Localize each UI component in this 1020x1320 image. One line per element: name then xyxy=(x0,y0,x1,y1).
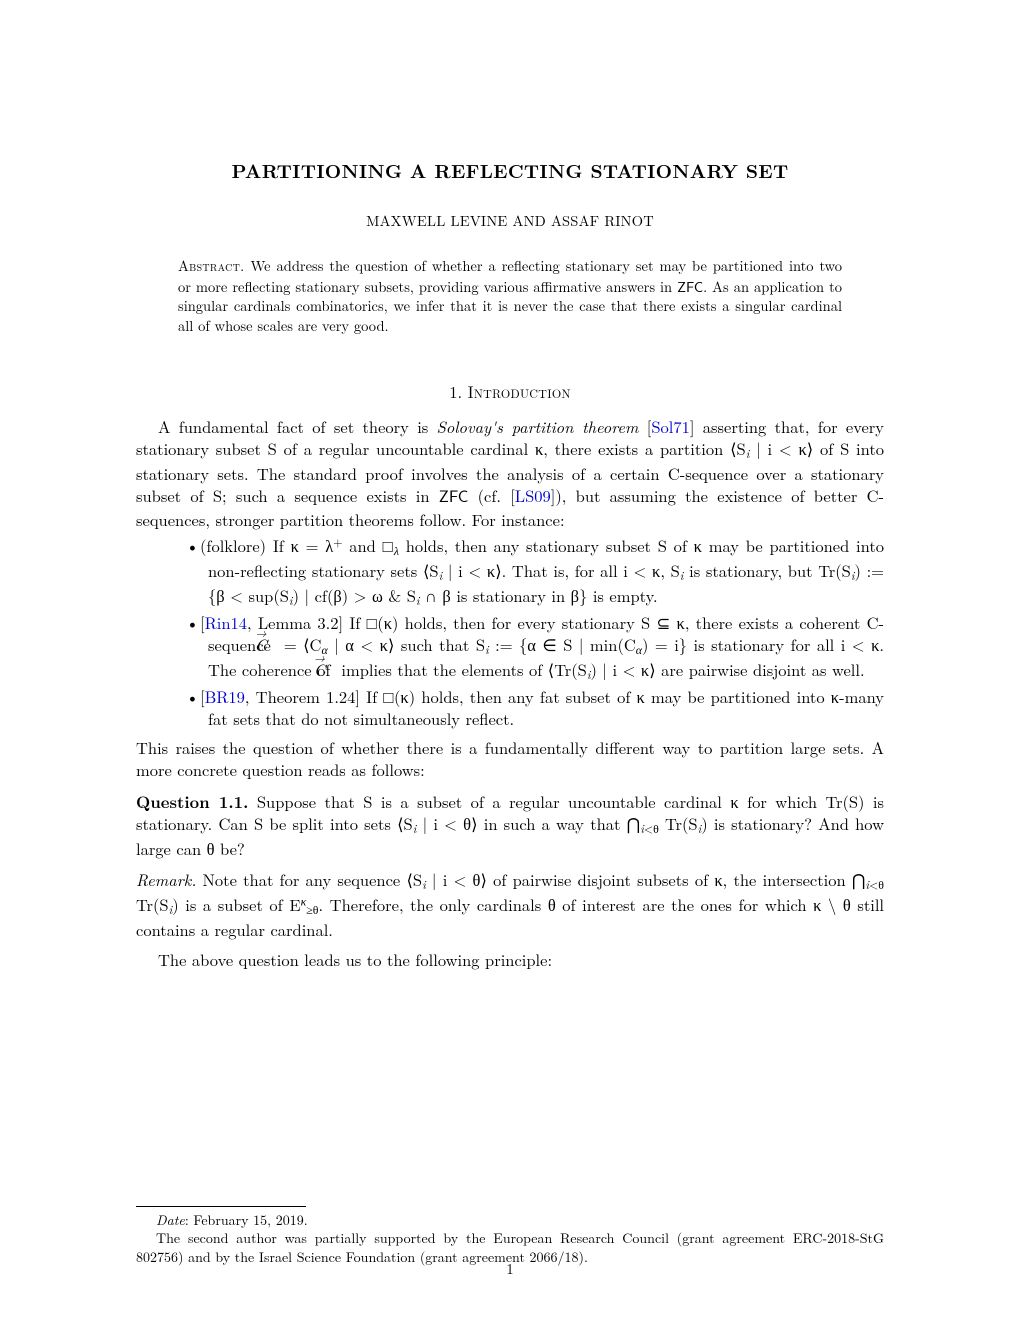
b3-afterref: , Theorem 1.24] If □(κ) holds, then any … xyxy=(208,684,884,730)
b1-cont2: is stationary, but Tr(S xyxy=(683,558,850,582)
remark-text-4: ) is a subset of E xyxy=(172,892,300,916)
question-text-3: Tr(S xyxy=(659,811,698,835)
b1-trdef3: ∩ β is stationary in β} is empty. xyxy=(420,583,658,607)
b2-cont5: ) | i < κ⟩ are pairwise disjoint as well… xyxy=(591,657,865,681)
intro-zfc: ZFC xyxy=(439,484,469,508)
remark-block: Remark. Note that for any sequence ⟨Si |… xyxy=(136,868,884,940)
bullet-3: •[BR19, Theorem 1.24] If □(κ) holds, the… xyxy=(136,685,884,730)
b1-prefix: (folklore) If κ = λ xyxy=(200,533,333,557)
r-sub-ge-theta: ≥θ xyxy=(306,902,318,918)
q-sub-intersect: i<θ xyxy=(640,821,659,837)
b2-cont4: implies that the elements of ⟨Tr(S xyxy=(336,657,587,681)
b1-cont: | i < κ⟩. That is, for all i < κ, S xyxy=(442,558,680,582)
b1-trdef2: ) | cf(β) > ω & S xyxy=(293,583,416,607)
question-block: Question 1.1. Suppose that S is a subset… xyxy=(136,790,884,860)
page: PARTITIONING A REFLECTING STATIONARY SET… xyxy=(0,0,1020,1320)
bullet-list: •(folklore) If κ = λ+ and □λ holds, then… xyxy=(136,534,884,730)
intro-prefix: A fundamental fact of set theory is xyxy=(158,414,437,438)
cite-ls09: LS09 xyxy=(515,483,551,507)
r-sub-intersect: i<θ xyxy=(865,877,884,893)
remark-text-3: Tr(S xyxy=(136,892,169,916)
cite-sol71: Sol71 xyxy=(651,414,690,438)
footnote-rule xyxy=(136,1206,306,1207)
cite-rin14: Rin14 xyxy=(205,610,247,634)
remark-text-1: Note that for any sequence ⟨S xyxy=(196,867,422,891)
bullet-1: •(folklore) If κ = λ+ and □λ holds, then… xyxy=(136,534,884,609)
after-bullets-paragraph: This raises the question of whether ther… xyxy=(136,736,884,781)
question-label: Question 1.1. xyxy=(136,789,248,813)
footnote-date: Date: February 15, 2019. xyxy=(136,1211,884,1229)
bullet-icon: • xyxy=(186,534,200,556)
bullet-icon: • xyxy=(186,611,200,633)
intro-cf: (cf. xyxy=(468,483,510,507)
b2-cont2: := {α ∈ S | min(C xyxy=(489,632,636,656)
question-text-2: | i < θ⟩ in such a way that ⋂ xyxy=(416,811,640,835)
cite-br19: BR19 xyxy=(205,684,245,708)
bullet-2: •[Rin14, Lemma 3.2] If □(κ) holds, then … xyxy=(136,611,884,683)
paper-authors: MAXWELL LEVINE AND ASSAF RINOT xyxy=(136,212,884,232)
paper-title: PARTITIONING A REFLECTING STATIONARY SET xyxy=(136,158,884,184)
abstract-block: Abstract. We address the question of whe… xyxy=(178,257,842,336)
footnote-zone: Date: February 15, 2019. The second auth… xyxy=(136,1196,884,1266)
abstract-label: Abstract. xyxy=(178,256,245,276)
lead-sentence: The above question leads us to the follo… xyxy=(136,948,884,970)
section-heading: 1. Introduction xyxy=(136,380,884,402)
footnote-date-value: : February 15, 2019. xyxy=(185,1210,308,1230)
solovay-theorem-name: Solovay's partition theorem xyxy=(437,414,639,438)
footnote-date-label: Date xyxy=(156,1210,185,1230)
b1-sup-plus: + xyxy=(333,534,342,550)
remark-text-2: | i < θ⟩ of pairwise disjoint subsets of… xyxy=(426,867,866,891)
section-number: 1. xyxy=(449,379,462,403)
remark-label: Remark. xyxy=(136,867,196,891)
section-name: Introduction xyxy=(468,379,571,403)
abstract-zfc: ZFC xyxy=(677,276,703,297)
b2-cont: | α < κ⟩ such that S xyxy=(328,632,485,656)
bullet-icon: • xyxy=(186,685,200,707)
footnotes: Date: February 15, 2019. The second auth… xyxy=(136,1211,884,1266)
page-number: 1 xyxy=(0,1260,1020,1280)
intro-paragraph: A fundamental fact of set theory is Solo… xyxy=(136,415,884,530)
b1-mid: and □ xyxy=(343,533,394,557)
